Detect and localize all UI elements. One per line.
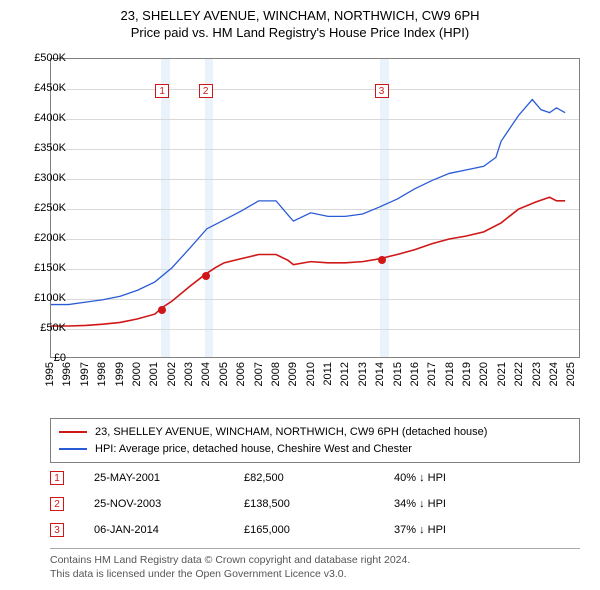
sales-row-price: £138,500	[244, 498, 394, 510]
y-tick-label: £400K	[22, 112, 66, 124]
x-tick-label: 2012	[339, 362, 351, 386]
sales-row-marker: 3	[50, 523, 64, 537]
sales-row-marker: 2	[50, 497, 64, 511]
sale-point-dot	[202, 272, 210, 280]
x-tick-label: 2006	[235, 362, 247, 386]
sales-row: 1 25-MAY-2001£82,50040% ↓ HPI	[50, 465, 580, 491]
x-tick-label: 2015	[392, 362, 404, 386]
chart-area: 123 £0£50K£100K£150K£200K£250K£300K£350K…	[0, 48, 600, 408]
sales-row-pct: 34% ↓ HPI	[394, 498, 514, 510]
x-tick-label: 2016	[409, 362, 421, 386]
sale-point-dot	[158, 306, 166, 314]
x-tick-label: 2024	[548, 362, 560, 386]
series-line-price_paid	[51, 197, 565, 326]
sale-marker-box: 3	[375, 84, 389, 98]
y-tick-label: £500K	[22, 52, 66, 64]
footer-line-2: This data is licensed under the Open Gov…	[50, 567, 580, 581]
sales-row-date: 06-JAN-2014	[94, 524, 244, 536]
x-tick-label: 2021	[496, 362, 508, 386]
y-tick-label: £100K	[22, 292, 66, 304]
sales-row-price: £165,000	[244, 524, 394, 536]
x-tick-label: 2022	[513, 362, 525, 386]
legend-label-hpi: HPI: Average price, detached house, Ches…	[95, 441, 412, 458]
sales-row-date: 25-MAY-2001	[94, 472, 244, 484]
x-tick-label: 1998	[96, 362, 108, 386]
x-tick-label: 2005	[218, 362, 230, 386]
page-container: 23, SHELLEY AVENUE, WINCHAM, NORTHWICH, …	[0, 0, 600, 590]
footer: Contains HM Land Registry data © Crown c…	[50, 548, 580, 581]
sale-marker-box: 1	[155, 84, 169, 98]
sale-point-dot	[378, 256, 386, 264]
sale-marker-box: 2	[199, 84, 213, 98]
title-line-2: Price paid vs. HM Land Registry's House …	[0, 25, 600, 42]
y-tick-label: £350K	[22, 142, 66, 154]
x-tick-label: 2002	[166, 362, 178, 386]
sales-row: 2 25-NOV-2003£138,50034% ↓ HPI	[50, 491, 580, 517]
sales-row-marker: 1	[50, 471, 64, 485]
x-tick-label: 2008	[270, 362, 282, 386]
sales-table: 1 25-MAY-2001£82,50040% ↓ HPI 2 25-NOV-2003…	[50, 465, 580, 543]
series-line-hpi	[51, 100, 565, 305]
y-tick-label: £150K	[22, 262, 66, 274]
y-tick-label: £300K	[22, 172, 66, 184]
x-tick-label: 2009	[287, 362, 299, 386]
legend-swatch-price-paid	[59, 431, 87, 433]
chart-title-block: 23, SHELLEY AVENUE, WINCHAM, NORTHWICH, …	[0, 0, 600, 42]
x-tick-label: 2013	[357, 362, 369, 386]
legend-swatch-hpi	[59, 448, 87, 450]
x-tick-label: 2019	[461, 362, 473, 386]
x-tick-label: 2020	[478, 362, 490, 386]
footer-line-1: Contains HM Land Registry data © Crown c…	[50, 553, 580, 567]
x-tick-label: 2001	[148, 362, 160, 386]
series-svg	[51, 59, 579, 357]
x-tick-label: 2017	[426, 362, 438, 386]
x-tick-label: 2011	[322, 362, 334, 386]
x-tick-label: 2014	[374, 362, 386, 386]
sales-row-date: 25-NOV-2003	[94, 498, 244, 510]
y-tick-label: £200K	[22, 232, 66, 244]
sales-row-price: £82,500	[244, 472, 394, 484]
plot-area: 1 2 3	[50, 58, 580, 358]
x-tick-label: 2025	[565, 362, 577, 386]
x-tick-label: 2000	[131, 362, 143, 386]
title-line-1: 23, SHELLEY AVENUE, WINCHAM, NORTHWICH, …	[0, 8, 600, 25]
sales-row-pct: 40% ↓ HPI	[394, 472, 514, 484]
x-tick-label: 1996	[61, 362, 73, 386]
x-tick-label: 2003	[183, 362, 195, 386]
sales-row: 3 06-JAN-2014£165,00037% ↓ HPI	[50, 517, 580, 543]
y-tick-label: £50K	[22, 322, 66, 334]
x-tick-label: 2023	[531, 362, 543, 386]
legend-row-price-paid: 23, SHELLEY AVENUE, WINCHAM, NORTHWICH, …	[59, 424, 571, 441]
x-tick-label: 2018	[444, 362, 456, 386]
sales-row-pct: 37% ↓ HPI	[394, 524, 514, 536]
legend-row-hpi: HPI: Average price, detached house, Ches…	[59, 441, 571, 458]
x-tick-label: 2004	[200, 362, 212, 386]
x-tick-label: 2007	[253, 362, 265, 386]
y-tick-label: £250K	[22, 202, 66, 214]
x-tick-label: 1997	[79, 362, 91, 386]
x-tick-label: 1995	[44, 362, 56, 386]
x-tick-label: 2010	[305, 362, 317, 386]
legend-label-price-paid: 23, SHELLEY AVENUE, WINCHAM, NORTHWICH, …	[95, 424, 487, 441]
x-tick-label: 1999	[114, 362, 126, 386]
y-tick-label: £450K	[22, 82, 66, 94]
legend: 23, SHELLEY AVENUE, WINCHAM, NORTHWICH, …	[50, 418, 580, 463]
